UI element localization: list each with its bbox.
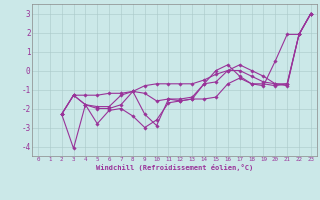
X-axis label: Windchill (Refroidissement éolien,°C): Windchill (Refroidissement éolien,°C) (96, 164, 253, 171)
